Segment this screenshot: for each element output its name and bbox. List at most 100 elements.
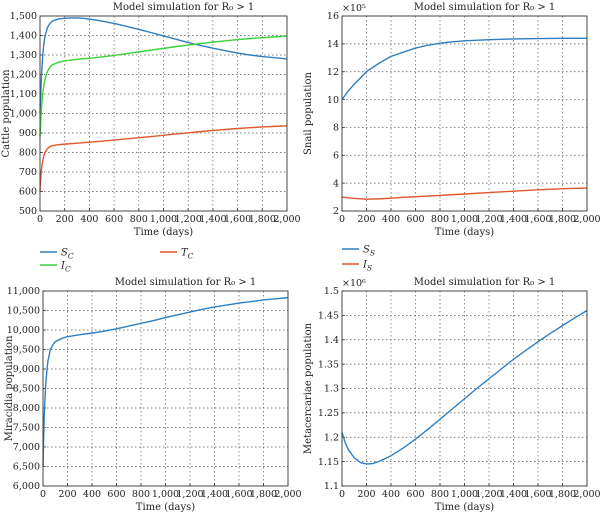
y-tick-label: 10,500 <box>7 306 40 317</box>
y-tick-label: 1,200 <box>10 70 37 81</box>
x-tick-label: 600 <box>406 489 424 500</box>
y-tick-label: 1,400 <box>10 31 37 42</box>
chart-title: Model simulation for R₀ > 1 <box>115 277 257 288</box>
y-tick-label: 1,000 <box>10 109 37 120</box>
x-tick-label: 600 <box>406 214 424 225</box>
x-tick-label: 1,800 <box>249 214 276 225</box>
y-tick-label: 800 <box>19 148 37 159</box>
y-tick-label: 16 <box>327 11 339 22</box>
legend: SS IS <box>342 245 375 273</box>
y-tick-label: 1.4 <box>324 335 339 346</box>
y-tick-label: 7,500 <box>13 423 40 434</box>
x-tick-label: 200 <box>357 489 375 500</box>
x-tick-label: 1,400 <box>500 214 527 225</box>
y-tick-label: 1.45 <box>318 311 339 322</box>
y-tick-label: 700 <box>19 167 37 178</box>
y-tick-label: 1.1 <box>324 481 339 492</box>
y-tick-label: 1.25 <box>318 408 339 419</box>
x-tick-label: 800 <box>132 489 150 500</box>
y-tick-label: 11,000 <box>7 286 40 297</box>
chart-title: Model simulation for R₀ > 1 <box>414 277 556 288</box>
y-tick-label: 600 <box>19 187 37 198</box>
x-tick-label: 200 <box>56 214 74 225</box>
chart-panel-2: 0 200 400 600 800 1,0001,2001,4001,6001,8002,… <box>303 2 600 273</box>
x-tick-label: 0 <box>40 489 46 500</box>
x-tick-label: 2,000 <box>573 489 600 500</box>
series-line-main <box>42 296 289 467</box>
x-tick-label: 0 <box>339 489 345 500</box>
x-tick-label: 2,000 <box>274 489 301 500</box>
legend-label: IC <box>60 261 71 274</box>
y-exponent-label: ×10⁵ <box>342 3 366 14</box>
y-tick-label: 8,000 <box>13 403 40 414</box>
y-tick-label: 6,000 <box>13 481 40 492</box>
x-tick-label: 1,400 <box>199 214 226 225</box>
y-tick-label: 1,500 <box>10 11 37 22</box>
y-tick-label: 10 <box>327 95 339 106</box>
x-tick-label: 1,400 <box>201 489 228 500</box>
plot-frame <box>341 290 588 487</box>
x-tick-label: 2,000 <box>573 214 600 225</box>
y-tick-label: 14 <box>327 39 339 50</box>
x-tick-label: 600 <box>107 489 125 500</box>
x-axis-label: Time (days) <box>134 227 193 238</box>
series-line-s-s <box>341 37 587 100</box>
y-tick-label: 2 <box>333 206 339 217</box>
y-tick-label: 7,000 <box>13 442 40 453</box>
legend-label: SS <box>363 245 375 258</box>
x-axis-label: Time (days) <box>435 227 494 238</box>
x-tick-label: 400 <box>382 214 400 225</box>
y-tick-label: 8,500 <box>13 384 40 395</box>
y-tick-label: 4 <box>333 178 339 189</box>
x-tick-label: 1,000 <box>150 214 177 225</box>
x-tick-label: 800 <box>431 489 449 500</box>
plot-frame <box>42 290 289 487</box>
legend-label: TC <box>181 248 194 261</box>
x-tick-label: 1,000 <box>451 214 478 225</box>
series-line-t-c <box>39 125 288 192</box>
y-axis-label: Snail population <box>303 71 314 154</box>
x-tick-label: 1,600 <box>524 214 551 225</box>
legend-label: SC <box>61 248 74 261</box>
x-tick-label: 1,200 <box>176 489 203 500</box>
x-tick-label: 0 <box>37 214 43 225</box>
x-tick-label: 2,000 <box>273 214 300 225</box>
x-tick-label: 1,200 <box>475 214 502 225</box>
x-tick-label: 400 <box>382 489 400 500</box>
chart-panel-4: 0 200 400 600 800 1,0001,2001,4001,6001,8002,… <box>303 277 600 513</box>
y-tick-label: 1.5 <box>324 286 339 297</box>
x-tick-label: 1,600 <box>224 214 251 225</box>
y-tick-label: 6,500 <box>13 462 40 473</box>
series-line-i-c <box>39 35 288 137</box>
y-tick-label: 1.15 <box>318 457 339 468</box>
legend-label: IS <box>362 260 372 273</box>
y-tick-label: 12 <box>327 67 339 78</box>
x-tick-label: 1,000 <box>451 489 478 500</box>
chart-title: Model simulation for R₀ > 1 <box>414 2 556 13</box>
x-tick-label: 200 <box>357 214 375 225</box>
x-tick-label: 400 <box>80 214 98 225</box>
plot-frame <box>341 15 588 212</box>
y-exponent-label: ×10⁶ <box>342 278 366 289</box>
x-tick-label: 200 <box>58 489 76 500</box>
series-line-s-c <box>39 17 288 114</box>
chart-panel-3: 0 200 400 600 800 1,0001,2001,4001,6001,8002,… <box>4 277 302 513</box>
x-tick-label: 400 <box>83 489 101 500</box>
y-tick-label: 9,000 <box>13 364 40 375</box>
y-tick-label: 1,300 <box>10 50 37 61</box>
y-tick-label: 500 <box>19 206 37 217</box>
y-tick-label: 1.3 <box>324 384 339 395</box>
plot-frame <box>39 15 288 212</box>
x-tick-label: 1,400 <box>500 489 527 500</box>
x-tick-label: 1,800 <box>250 489 277 500</box>
x-tick-label: 0 <box>339 214 345 225</box>
x-tick-label: 1,800 <box>549 214 576 225</box>
x-tick-label: 1,600 <box>524 489 551 500</box>
x-tick-label: 1,200 <box>475 489 502 500</box>
x-tick-label: 1,800 <box>549 489 576 500</box>
y-tick-label: 6 <box>333 150 339 161</box>
x-tick-label: 1,000 <box>152 489 179 500</box>
chart-panel-1: 0 200 400 600 800 1,0001,2001,4001,6001,8002,… <box>1 2 301 274</box>
